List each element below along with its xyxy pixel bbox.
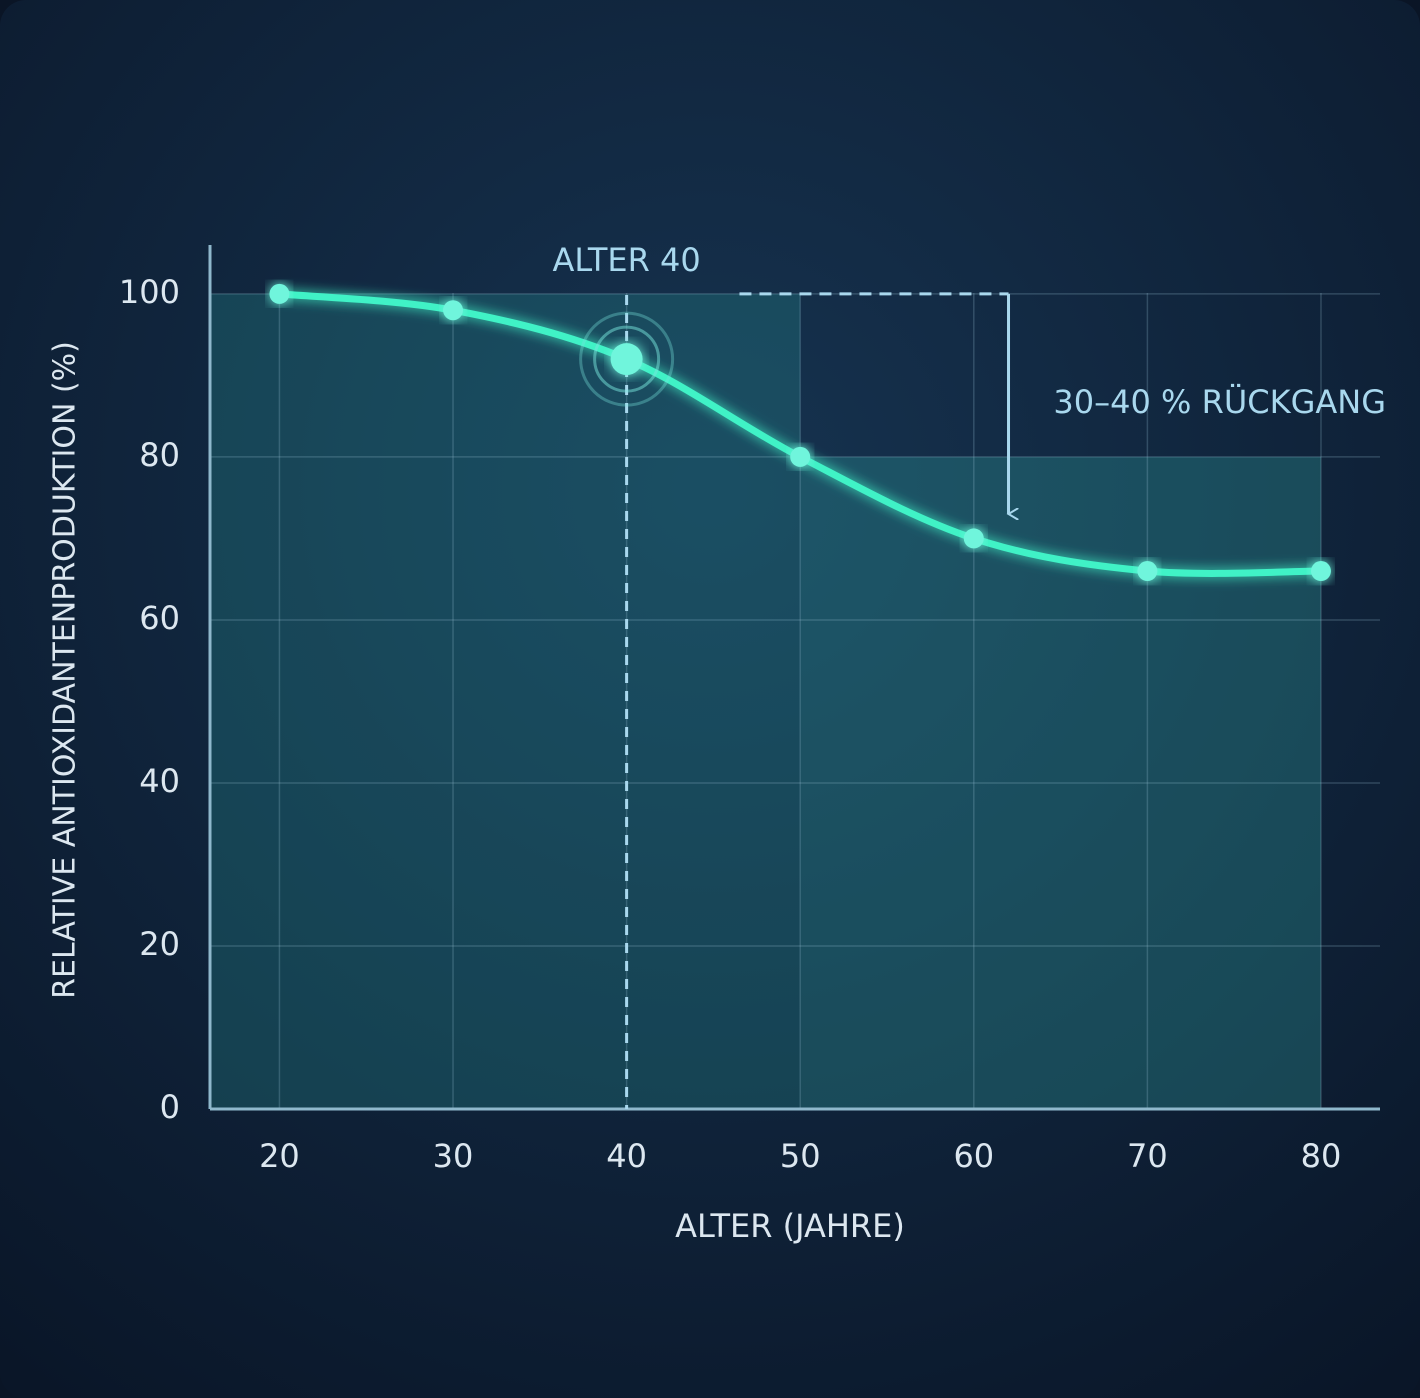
y-tick-label: 100 xyxy=(119,273,180,311)
y-tick-label: 0 xyxy=(160,1088,180,1126)
highlight-ring xyxy=(579,311,675,407)
data-point xyxy=(1310,561,1331,582)
data-point xyxy=(790,446,811,467)
x-tick-label: 60 xyxy=(953,1137,994,1175)
x-tick-label: 70 xyxy=(1127,1137,1168,1175)
data-point xyxy=(1137,561,1158,582)
y-tick-label: 20 xyxy=(139,925,180,963)
shaded-band xyxy=(210,293,801,1110)
highlight-ring xyxy=(593,325,661,393)
x-tick-label: 20 xyxy=(259,1137,300,1175)
x-tick-label: 80 xyxy=(1301,1137,1342,1175)
data-point xyxy=(610,343,643,376)
data-point xyxy=(443,300,464,321)
decline-label: 30–40 % RÜCKGANG xyxy=(1053,383,1386,421)
data-point xyxy=(963,528,984,549)
x-tick-label: 30 xyxy=(433,1137,474,1175)
highlight-label: ALTER 40 xyxy=(553,241,701,279)
shaded-band xyxy=(800,456,1321,1109)
y-axis-label: RELATIVE ANTIOXIDANTENPRODUKTION (%) xyxy=(48,341,83,999)
x-tick-label: 50 xyxy=(780,1137,821,1175)
y-tick-label: 60 xyxy=(139,599,180,637)
y-tick-label: 80 xyxy=(139,436,180,474)
x-tick-label: 40 xyxy=(606,1137,647,1175)
x-axis-label: ALTER (JAHRE) xyxy=(675,1207,905,1245)
data-point xyxy=(269,283,290,304)
y-tick-label: 40 xyxy=(139,762,180,800)
